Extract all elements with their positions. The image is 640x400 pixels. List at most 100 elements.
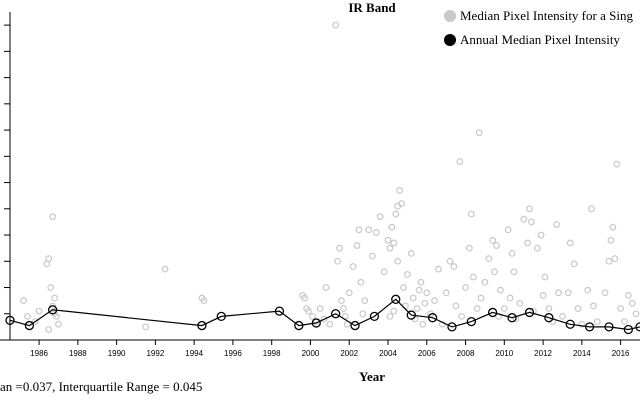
scene-point <box>452 302 460 310</box>
scene-point <box>357 278 365 286</box>
scene-point <box>372 229 380 236</box>
scene-point <box>621 318 628 326</box>
scene-point <box>458 312 466 320</box>
scene-point <box>305 307 312 315</box>
scene-point <box>142 323 150 331</box>
scene-point <box>559 312 566 320</box>
scene-point <box>475 129 483 137</box>
x-tick-label: 1998 <box>263 349 281 358</box>
x-tick-label: 1986 <box>30 349 48 358</box>
scene-point <box>435 265 442 273</box>
x-axis-label: Year <box>359 369 385 384</box>
scene-point <box>398 200 405 207</box>
scene-point <box>200 297 208 305</box>
x-tick-label: 1996 <box>224 349 242 358</box>
scene-point <box>524 239 531 247</box>
y-axis <box>4 12 11 341</box>
scene-point <box>493 242 500 249</box>
scene-point <box>528 218 535 226</box>
scene-point <box>413 305 421 312</box>
scene-point <box>20 297 27 305</box>
scene-point <box>49 213 57 221</box>
annual-median-point <box>197 320 207 331</box>
scene-point <box>421 299 429 307</box>
scene-point <box>526 205 533 213</box>
scene-point <box>613 160 621 168</box>
scene-point <box>462 284 469 291</box>
scene-point <box>51 294 58 302</box>
scene-point <box>417 278 425 286</box>
scene-point <box>361 297 369 305</box>
scene-point <box>609 223 617 231</box>
scene-point <box>508 250 516 257</box>
annual-median-point <box>635 322 640 332</box>
scene-point <box>336 244 343 252</box>
scene-point <box>539 291 547 299</box>
annual-median-point <box>565 319 575 329</box>
x-tick-label: 2016 <box>612 349 630 358</box>
scene-point <box>388 223 396 231</box>
annual-median-point <box>47 305 58 315</box>
annual-median-point <box>216 311 226 322</box>
scene-point <box>500 305 508 312</box>
scene-point <box>394 257 402 265</box>
scene-point <box>570 260 578 268</box>
annual-median-point <box>294 320 304 331</box>
annual-median-point <box>507 313 517 323</box>
scene-point <box>533 244 541 252</box>
scene-point <box>45 255 53 263</box>
annual-median-point <box>391 294 401 304</box>
scene-point <box>485 255 493 263</box>
scene-point <box>555 289 562 297</box>
annual-median-point <box>447 322 457 332</box>
x-tick-label: 2006 <box>418 349 436 358</box>
scene-point <box>390 307 398 315</box>
scene-point <box>450 263 458 270</box>
x-tick-label: 1990 <box>108 349 126 358</box>
scene-point <box>392 210 400 218</box>
annual-median-point <box>24 320 35 331</box>
scene-point <box>632 310 640 318</box>
annual-median-point <box>274 306 285 316</box>
scene-point <box>442 289 450 297</box>
annual-median-point <box>604 322 614 332</box>
annual-median-point <box>406 310 416 320</box>
scene-point <box>584 286 592 294</box>
scene-point <box>415 286 423 294</box>
scene-point <box>47 284 55 291</box>
legend-annual-label: Annual Median Pixel Intensity <box>460 32 620 47</box>
scene-point <box>431 297 438 305</box>
scene-point <box>316 305 324 312</box>
scene-point <box>473 305 481 312</box>
annual-median-point <box>311 318 321 328</box>
summary-statistics-text: an =0.037, Interquartile Range = 0.045 <box>0 379 202 394</box>
annual-median-point <box>584 322 595 332</box>
x-tick-label: 1988 <box>69 349 87 358</box>
scene-point <box>384 236 392 244</box>
scene-point <box>353 242 361 249</box>
scene-point <box>334 257 342 265</box>
scene-point <box>510 268 518 276</box>
legend-annual-marker <box>444 34 456 46</box>
scene-point <box>390 239 398 247</box>
annual-median-point <box>623 324 634 335</box>
scene-point <box>326 320 334 328</box>
scene-point <box>332 21 340 29</box>
x-tick-label: 2002 <box>340 349 358 358</box>
x-tick-label: 1992 <box>146 349 164 358</box>
legend-scene-marker <box>444 10 456 22</box>
annual-median-point <box>544 313 554 323</box>
scene-point <box>359 310 367 318</box>
scene-point <box>516 299 524 307</box>
scene-point <box>301 294 309 302</box>
scene-point <box>340 305 347 312</box>
scene-point <box>553 221 561 228</box>
scene-point <box>497 286 504 294</box>
scene-points-layer <box>20 21 640 333</box>
annual-median-point <box>524 307 535 318</box>
scene-point <box>396 187 404 194</box>
scene-point <box>466 244 473 252</box>
scene-point <box>35 307 43 315</box>
annual-median-line <box>9 298 640 331</box>
